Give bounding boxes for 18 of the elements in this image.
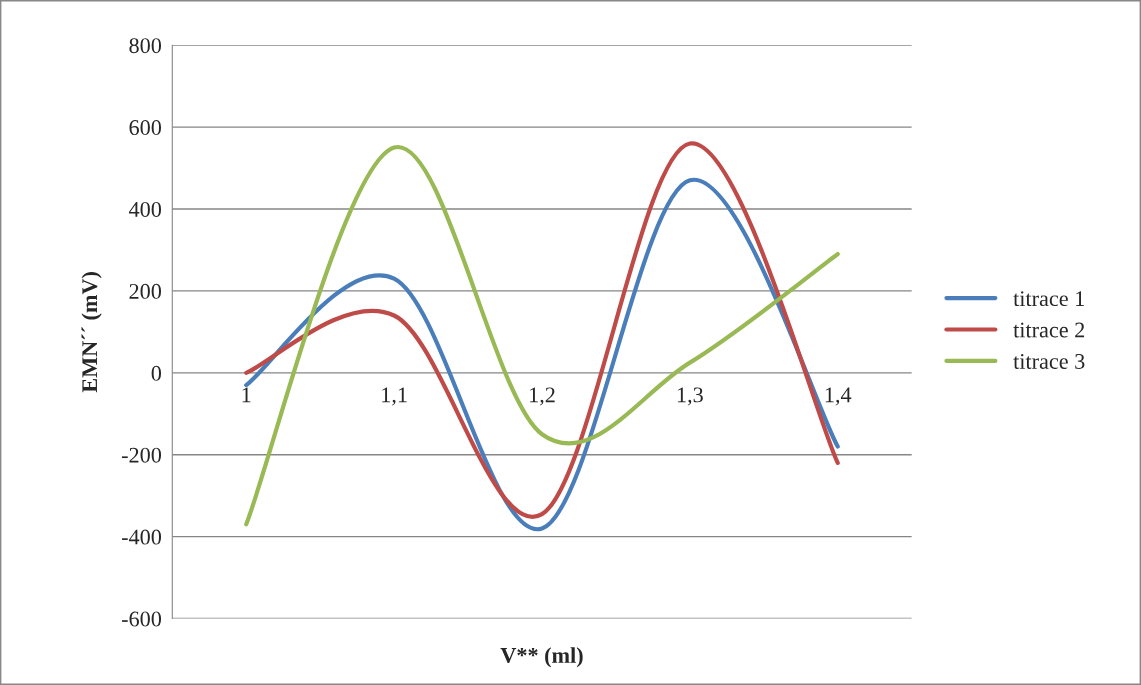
x-axis-title: V** (ml) bbox=[500, 647, 583, 668]
y-tick-label: -200 bbox=[121, 447, 162, 463]
x-tick-label: 1,4 bbox=[825, 387, 852, 406]
legend-label: titrace 1 bbox=[1013, 291, 1084, 307]
y-tick-label: -600 bbox=[121, 611, 162, 627]
y-tick-label: 400 bbox=[128, 201, 162, 217]
y-axis-title: EMN´´ (mV) bbox=[81, 272, 102, 393]
x-tick-label: 1,1 bbox=[382, 387, 407, 406]
y-tick-label: 600 bbox=[129, 120, 162, 136]
y-tick-label: 200 bbox=[129, 283, 162, 299]
legend-label: titrace 2 bbox=[1013, 322, 1085, 338]
x-tick-label: 1,3 bbox=[677, 387, 703, 406]
y-tick-label: -400 bbox=[121, 529, 162, 545]
x-tick-label: 1 bbox=[242, 387, 251, 403]
legend-label: titrace 3 bbox=[1013, 353, 1085, 369]
y-tick-label: 0 bbox=[151, 365, 162, 381]
y-tick-label: 800 bbox=[129, 38, 162, 54]
x-tick-label: 1,2 bbox=[530, 387, 555, 406]
